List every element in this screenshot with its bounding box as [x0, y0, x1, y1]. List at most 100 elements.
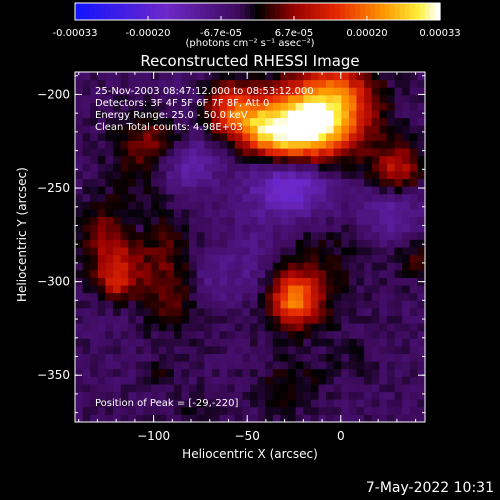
heatmap-cell	[135, 315, 144, 324]
heatmap-cell	[120, 338, 129, 347]
heatmap-cell	[181, 117, 190, 126]
heatmap-cell	[211, 277, 221, 286]
colorbar-segment	[185, 3, 191, 20]
heatmap-cell	[310, 125, 319, 134]
heatmap-cell	[303, 315, 312, 324]
heatmap-cell	[409, 231, 418, 240]
heatmap-cell	[181, 186, 190, 195]
heatmap-cell	[356, 406, 365, 415]
heatmap-cell	[303, 186, 312, 195]
heatmap-cell	[348, 330, 358, 339]
heatmap-cell	[234, 170, 243, 180]
heatmap-cell	[341, 125, 350, 134]
heatmap-cell	[105, 72, 114, 81]
heatmap-cell	[348, 361, 358, 370]
heatmap-cell	[189, 193, 198, 202]
colorbar-segment	[415, 3, 421, 20]
heatmap-cell	[348, 376, 358, 385]
heatmap-cell	[326, 132, 335, 141]
heatmap-cell	[189, 72, 198, 81]
heatmap-cell	[105, 163, 114, 172]
heatmap-cell	[128, 247, 137, 256]
heatmap-cell	[234, 285, 243, 294]
heatmap-cell	[250, 110, 259, 119]
heatmap-cell	[288, 148, 297, 157]
colorbar-segment	[310, 3, 316, 20]
heatmap-cell	[371, 285, 380, 294]
heatmap-cell	[173, 79, 183, 88]
heatmap-cell	[402, 170, 411, 180]
heatmap-cell	[348, 140, 358, 149]
heatmap-cell	[234, 110, 243, 119]
heatmap-cell	[364, 231, 373, 240]
heatmap-cell	[219, 186, 228, 195]
heatmap-cell	[97, 224, 106, 233]
heatmap-cell	[105, 300, 114, 309]
heatmap-cell	[181, 345, 190, 355]
heatmap-cell	[326, 247, 335, 256]
heatmap-cell	[341, 155, 350, 164]
heatmap-cell	[234, 132, 243, 141]
heatmap-cell	[242, 315, 251, 324]
heatmap-cell	[128, 414, 137, 423]
heatmap-cell	[211, 201, 221, 210]
heatmap-cell	[75, 170, 84, 180]
heatmap-cell	[158, 391, 167, 400]
heatmap-cell	[90, 307, 99, 316]
heatmap-cell	[181, 178, 190, 187]
heatmap-cell	[348, 307, 358, 316]
heatmap-cell	[288, 300, 297, 309]
heatmap-cell	[288, 414, 297, 423]
heatmap-cell	[90, 224, 99, 233]
colorbar-segment	[80, 3, 86, 20]
heatmap-cell	[219, 300, 228, 309]
heatmap-cell	[143, 102, 152, 111]
heatmap-cell	[371, 72, 380, 81]
heatmap-cell	[257, 345, 266, 355]
heatmap-cell	[166, 193, 175, 202]
heatmap-cell	[288, 345, 297, 355]
heatmap-cell	[303, 323, 312, 332]
heatmap-cell	[97, 170, 106, 180]
heatmap-cell	[333, 148, 342, 157]
heatmap-cell	[257, 391, 266, 400]
heatmap-cell	[341, 170, 350, 180]
heatmap-cell	[143, 315, 152, 324]
heatmap-cell	[295, 376, 304, 385]
heatmap-cell	[120, 277, 129, 286]
heatmap-cell	[143, 94, 152, 103]
heatmap-cell	[371, 178, 380, 187]
colorbar-segment	[75, 3, 81, 20]
heatmap-cell	[82, 125, 91, 134]
heatmap-cell	[394, 361, 403, 370]
heatmap-cell	[288, 94, 297, 103]
heatmap-cell	[348, 254, 358, 263]
heatmap-cell	[166, 239, 175, 248]
heatmap-cell	[128, 391, 137, 400]
heatmap-cell	[417, 330, 426, 339]
heatmap-cell	[303, 307, 312, 316]
heatmap-cell	[120, 254, 129, 263]
heatmap-cell	[409, 117, 418, 126]
heatmap-cell	[158, 262, 167, 271]
heatmap-cell	[371, 216, 380, 225]
heatmap-cell	[181, 292, 190, 301]
heatmap-cell	[143, 269, 152, 278]
heatmap-cell	[158, 208, 167, 218]
heatmap-cell	[333, 315, 342, 324]
heatmap-cell	[288, 307, 297, 316]
heatmap-cell	[166, 361, 175, 370]
heatmap-cell	[402, 72, 411, 81]
heatmap-cell	[295, 239, 304, 248]
heatmap-cell	[341, 239, 350, 248]
heatmap-cell	[310, 414, 319, 423]
heatmap-cell	[120, 414, 129, 423]
heatmap-cell	[386, 414, 396, 423]
heatmap-cell	[128, 87, 137, 96]
heatmap-cell	[143, 155, 152, 164]
heatmap-cell	[310, 399, 319, 408]
heatmap-cell	[135, 391, 144, 400]
heatmap-cell	[272, 102, 281, 111]
heatmap-cell	[242, 140, 251, 149]
heatmap-cell	[227, 285, 236, 294]
